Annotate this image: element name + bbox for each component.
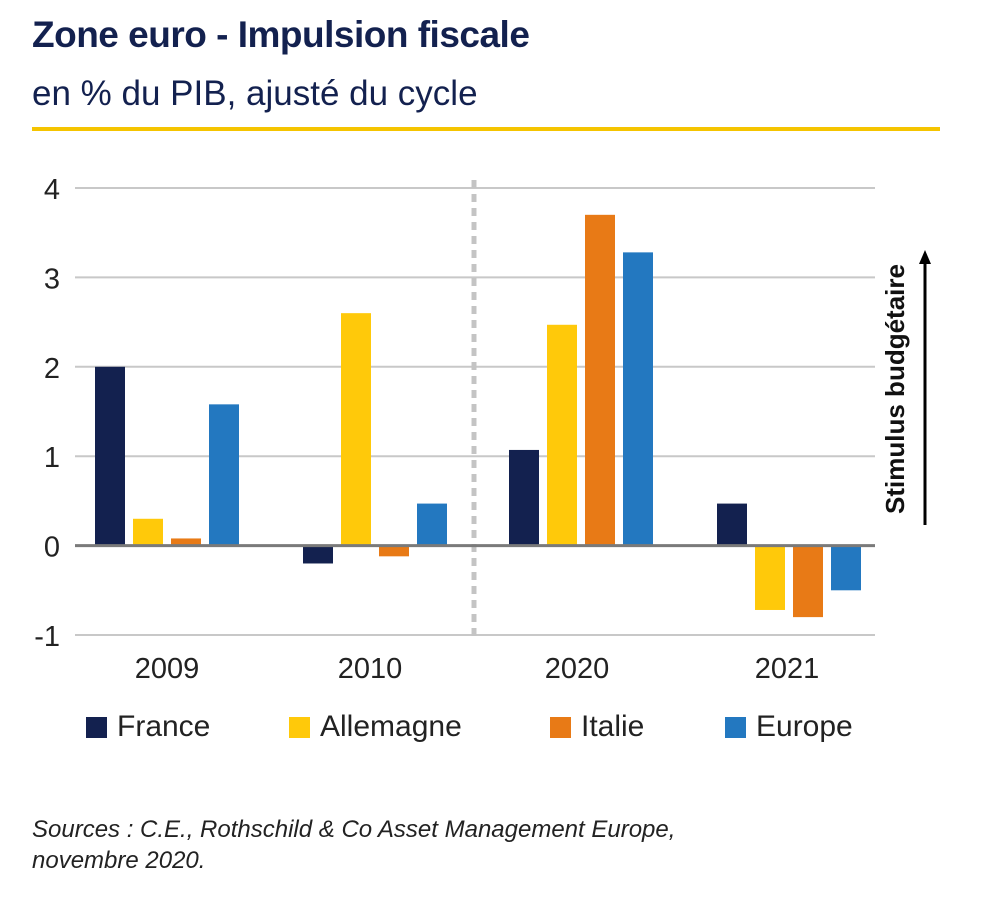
- legend-label-allemagne: Allemagne: [320, 710, 462, 743]
- bar-france-2020: [509, 449, 539, 546]
- legend-label-europe: Europe: [756, 710, 853, 743]
- bar-chart: 4 3 2 1 0 -1 2009 2010 2020 2021 Stimulus budgétai…: [34, 174, 931, 685]
- bar-france-2010: [303, 545, 333, 564]
- legend-swatch-allemagne: [289, 716, 310, 738]
- y-tick-label: 2: [44, 353, 60, 385]
- bar-allemagne-2020: [547, 324, 577, 546]
- y-tick-label: 0: [44, 532, 60, 564]
- source-line-2: novembre 2020.: [32, 847, 206, 874]
- x-tick-label: 2020: [545, 653, 610, 685]
- title-underline: [32, 127, 940, 131]
- x-tick-label: 2009: [135, 653, 200, 685]
- bar-europe-2020: [623, 252, 653, 546]
- stimulus-annotation: Stimulus budgétaire: [880, 264, 910, 514]
- y-tick-label: -1: [34, 621, 60, 653]
- bar-allemagne-2010: [341, 313, 371, 546]
- y-tick-label: 4: [44, 174, 60, 206]
- bar-allemagne-2021: [755, 545, 785, 610]
- y-tick-label: 1: [44, 442, 60, 474]
- bar-europe-2009: [209, 404, 239, 546]
- chart-subtitle: en % du PIB, ajusté du cycle: [32, 74, 478, 113]
- x-tick-label: 2021: [755, 653, 820, 685]
- source-note: Sources : C.E., Rothschild & Co Asset Ma…: [32, 814, 832, 876]
- stimulus-arrow-head: [919, 250, 931, 264]
- legend-item-allemagne: Allemagne: [289, 710, 462, 744]
- bar-europe-2021: [831, 545, 861, 591]
- legend-item-france: France: [86, 710, 210, 744]
- legend-label-italie: Italie: [581, 710, 645, 743]
- bar-europe-2010: [417, 503, 447, 546]
- legend-swatch-italie: [550, 716, 571, 738]
- legend-item-italie: Italie: [550, 710, 644, 744]
- bar-italie-2020: [585, 214, 615, 546]
- bar-allemagne-2009: [133, 518, 163, 546]
- legend-swatch-europe: [725, 716, 746, 738]
- x-tick-label: 2010: [338, 653, 403, 685]
- legend-label-france: France: [117, 710, 211, 743]
- legend-item-europe: Europe: [725, 710, 853, 744]
- bar-france-2009: [95, 366, 125, 546]
- source-line-1: Sources : C.E., Rothschild & Co Asset Ma…: [32, 816, 676, 843]
- bar-italie-2009: [171, 538, 201, 546]
- legend-swatch-france: [86, 716, 107, 738]
- chart-title: Zone euro - Impulsion fiscale: [32, 14, 530, 55]
- y-tick-label: 3: [44, 263, 60, 295]
- legend: France Allemagne Italie Europe: [0, 710, 981, 754]
- bar-italie-2010: [379, 545, 409, 557]
- bar-france-2021: [717, 503, 747, 546]
- bar-italie-2021: [793, 545, 823, 618]
